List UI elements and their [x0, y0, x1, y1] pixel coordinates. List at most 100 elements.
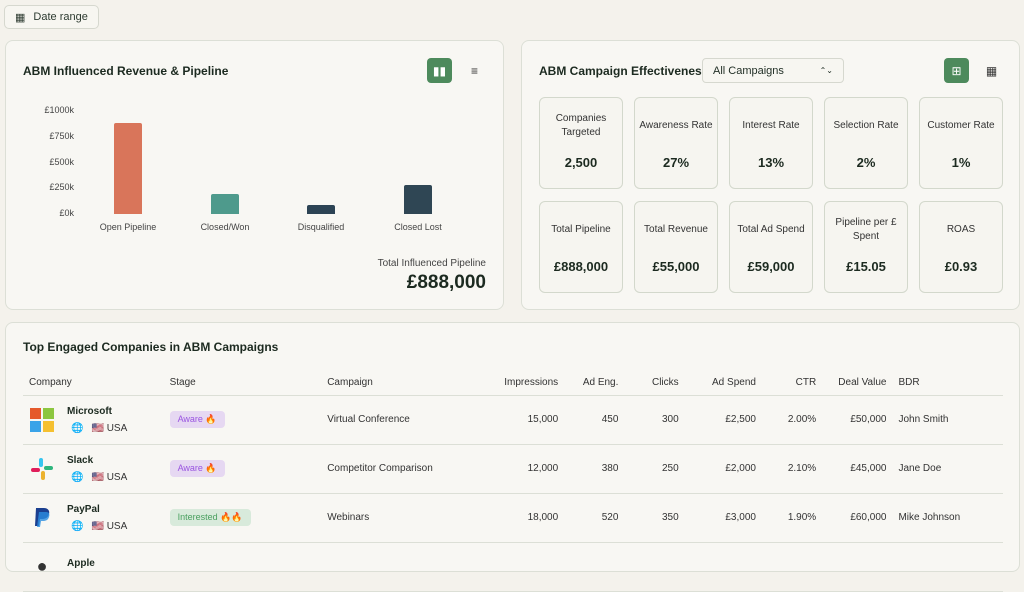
country: 🇺🇸 USA — [91, 520, 128, 532]
bar-disqualified[interactable] — [307, 204, 335, 214]
x-tick-label: Closed Lost — [394, 222, 442, 232]
ad-spend: £3,000 — [684, 493, 762, 543]
impressions: 12,000 — [481, 444, 565, 494]
company-name[interactable]: Apple — [67, 558, 95, 569]
bar-open-pipeline[interactable] — [114, 122, 142, 214]
kpi-label: Total Revenue — [644, 224, 708, 235]
clicks: 350 — [624, 493, 685, 543]
bdr — [892, 542, 1003, 592]
stage-badge: Aware 🔥 — [169, 460, 225, 477]
company-logo: ● — [36, 556, 48, 576]
bar-closed-won[interactable] — [211, 193, 239, 214]
x-tick-label: Disqualified — [297, 222, 345, 232]
campaign: Webinars — [321, 493, 482, 543]
ad-engagement: 520 — [564, 493, 625, 543]
kpi-tile: Selection Rate 2% — [824, 97, 908, 189]
y-tick-label: £0k — [59, 208, 74, 218]
card-title: Top Engaged Companies in ABM Campaigns — [23, 340, 279, 354]
kpi-label: ROAS — [946, 224, 976, 235]
kpi-label: Total Pipeline — [551, 224, 611, 235]
deal-value: £50,000 — [822, 395, 893, 445]
company-logo — [29, 456, 55, 482]
kpi-value: £888,000 — [553, 259, 609, 274]
country: 🇺🇸 USA — [91, 471, 128, 483]
company-name[interactable]: PayPal — [67, 503, 100, 515]
campaign-effectiveness-card: ABM Campaign Effectiveness All Campaigns… — [521, 40, 1020, 310]
column-header[interactable]: Company — [23, 371, 164, 396]
list-icon: ≡ — [470, 63, 478, 78]
y-tick-label: £500k — [49, 156, 74, 167]
campaign — [321, 542, 482, 592]
date-range-button[interactable]: ▦ Date range — [4, 5, 99, 29]
bar-chart-view-button[interactable]: ▮▮ — [427, 58, 452, 83]
top-companies-card: Top Engaged Companies in ABM Campaigns C… — [5, 322, 1020, 592]
ad-spend — [684, 542, 762, 592]
company-logo — [29, 505, 55, 531]
globe-icon[interactable]: 🌐 — [71, 471, 84, 483]
kpi-tile: Pipeline per £ Spent £15.05 — [824, 201, 908, 293]
table-icon: ▦ — [985, 63, 998, 78]
y-tick-label: £1000k — [44, 105, 74, 115]
column-header[interactable]: Deal Value — [822, 371, 893, 396]
company-name[interactable]: Slack — [67, 454, 94, 466]
x-tick-label: Closed/Won — [200, 222, 250, 232]
kpi-label: Selection Rate — [833, 120, 899, 131]
table-row[interactable]: ● Apple — [23, 542, 1003, 592]
kpi-label: Companies Targeted — [555, 113, 607, 138]
revenue-bar-chart: £0k £250k £500k £750k £1000k Open Pipeline Clo… — [6, 41, 505, 241]
table-row[interactable]: Slack 🌐 🇺🇸 USA Aware 🔥 Competitor Compariso… — [23, 444, 1003, 494]
kpi-tile: Customer Rate 1% — [919, 97, 1003, 189]
company-name[interactable]: Microsoft — [67, 405, 112, 417]
bdr: Mike Johnson — [892, 493, 1003, 543]
kpi-value: £59,000 — [747, 259, 795, 274]
kpi-label: Pipeline per £ Spent — [835, 217, 897, 242]
kpi-tile: Total Pipeline £888,000 — [539, 201, 623, 293]
grid-view-button[interactable]: ⊞ — [944, 58, 969, 83]
kpi-value: £0.93 — [944, 259, 978, 274]
deal-value — [822, 542, 893, 592]
kpi-value: 27% — [662, 155, 690, 170]
table-view-button[interactable]: ▦ — [979, 58, 1004, 83]
calendar-icon: ▦ — [15, 11, 26, 24]
impressions: 15,000 — [481, 395, 565, 445]
globe-icon[interactable]: 🌐 — [71, 520, 84, 532]
kpi-value: £15.05 — [846, 259, 886, 274]
campaign-filter-select[interactable]: All Campaigns ⌃⌄ — [702, 58, 844, 83]
list-view-button[interactable]: ≡ — [462, 58, 487, 83]
column-header[interactable]: BDR — [892, 371, 1003, 396]
deal-value: £60,000 — [822, 493, 893, 543]
stage-badge: Aware 🔥 — [169, 411, 225, 428]
column-header[interactable]: Campaign — [321, 371, 482, 396]
column-header[interactable]: Ad Eng. — [564, 371, 625, 396]
grid-icon: ⊞ — [951, 63, 962, 78]
bar-closed-lost[interactable] — [404, 185, 432, 214]
company-logo — [29, 407, 55, 433]
globe-icon[interactable]: 🌐 — [71, 422, 84, 434]
ad-engagement — [564, 542, 625, 592]
kpi-label: Customer Rate — [927, 120, 995, 131]
x-tick-label: Open Pipeline — [99, 222, 157, 232]
column-header[interactable]: CTR — [761, 371, 823, 396]
bdr: John Smith — [892, 395, 1003, 445]
kpi-tile: ROAS £0.93 — [919, 201, 1003, 293]
y-tick-label: £750k — [49, 130, 74, 141]
column-header[interactable]: Stage — [163, 371, 322, 396]
card-title: ABM Influenced Revenue & Pipeline — [23, 64, 229, 78]
kpi-tile: Interest Rate 13% — [729, 97, 813, 189]
bar-chart-icon: ▮▮ — [432, 63, 447, 78]
column-header[interactable]: Clicks — [624, 371, 685, 396]
country: 🇺🇸 USA — [91, 422, 128, 434]
column-header[interactable]: Ad Spend — [684, 371, 762, 396]
ctr: 1.90% — [761, 493, 823, 543]
date-range-label: Date range — [33, 11, 88, 23]
campaign: Competitor Comparison — [321, 444, 482, 494]
column-header[interactable]: Impressions — [481, 371, 565, 396]
kpi-tile: Total Ad Spend £59,000 — [729, 201, 813, 293]
impressions: 18,000 — [481, 493, 565, 543]
ctr — [761, 542, 823, 592]
impressions — [481, 542, 565, 592]
deal-value: £45,000 — [822, 444, 893, 494]
kpi-tile: Companies Targeted 2,500 — [539, 97, 623, 189]
table-row[interactable]: PayPal 🌐 🇺🇸 USA Interested 🔥🔥 Webinars 18,0… — [23, 493, 1003, 543]
table-row[interactable]: Microsoft 🌐 🇺🇸 USA Aware 🔥 Virtual Conferen… — [23, 395, 1003, 445]
